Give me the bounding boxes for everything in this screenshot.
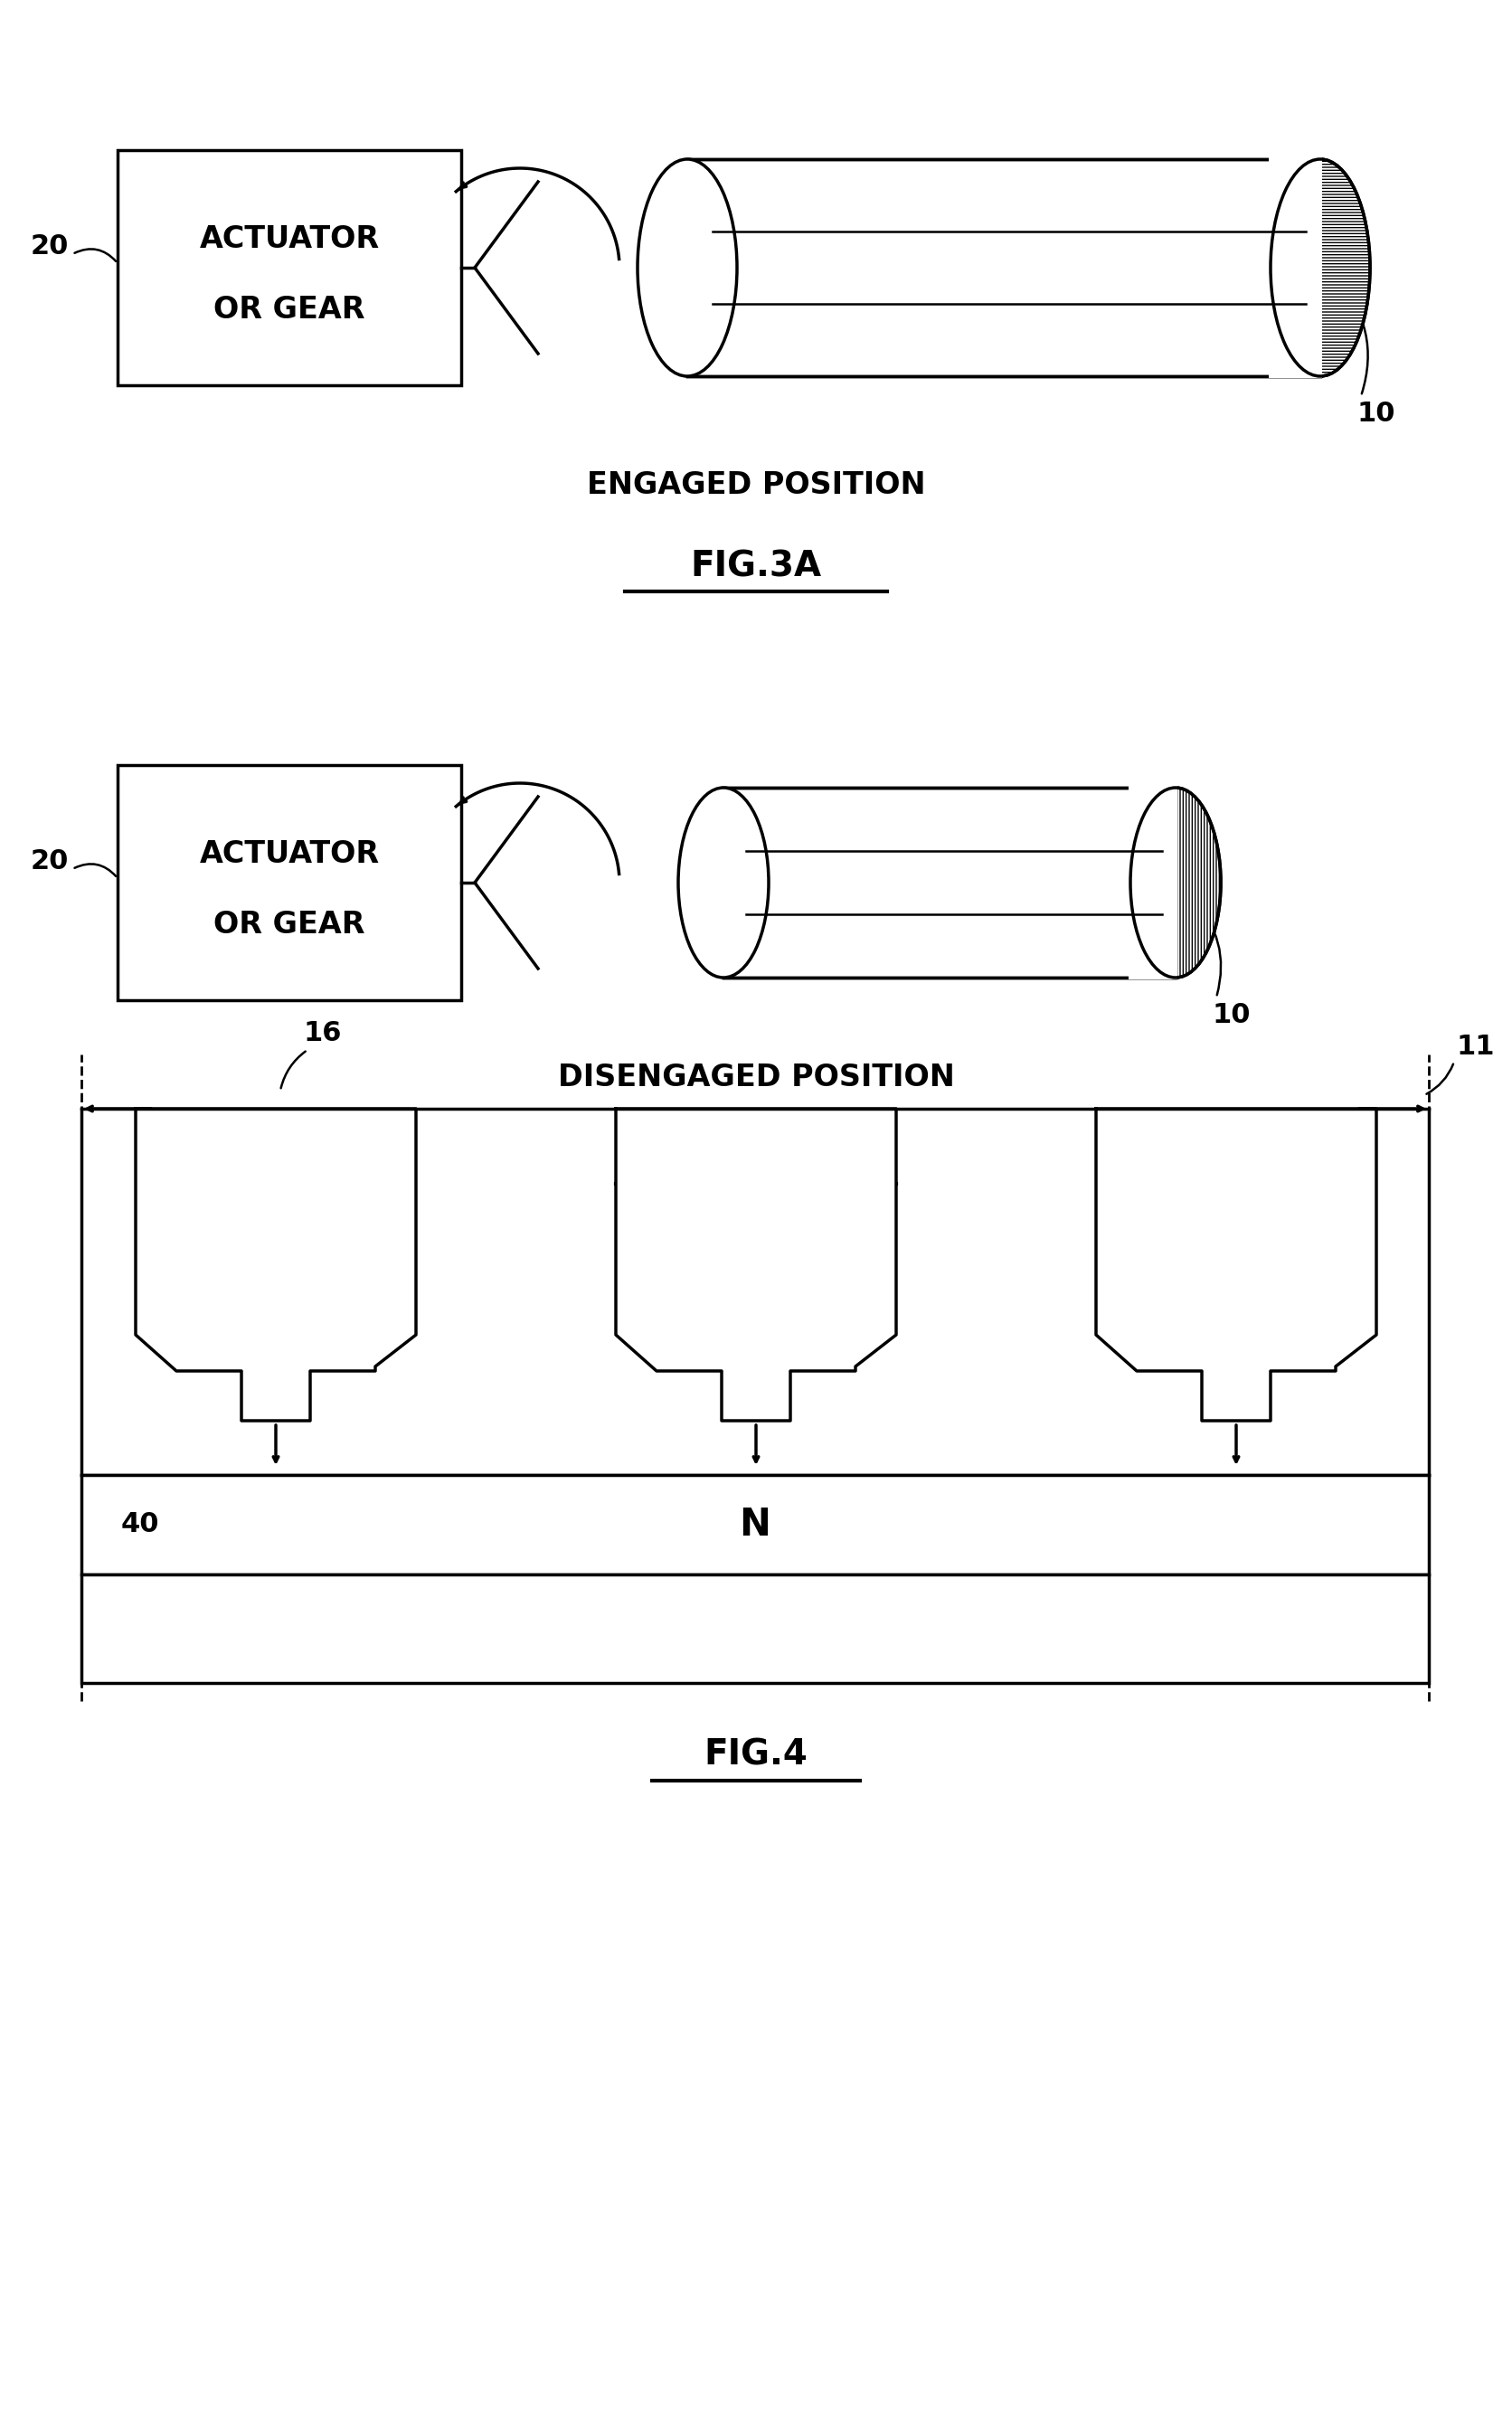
Text: 11: 11 [1456,1033,1494,1060]
Bar [82,1575,1429,1682]
Text: 20: 20 [30,849,70,874]
Polygon shape [1096,1108,1376,1421]
Bar [82,1474,1429,1575]
Text: 20: 20 [30,232,70,259]
Ellipse shape [1270,160,1370,375]
Ellipse shape [1131,786,1220,978]
Text: 10: 10 [1356,402,1396,426]
Text: DISENGAGED POSITION: DISENGAGED POSITION [558,1062,954,1091]
Text: 12: 12 [806,1314,844,1341]
Polygon shape [136,1108,416,1421]
Text: 40: 40 [121,1512,159,1537]
Text: FIG.3B: FIG.3B [691,1142,821,1176]
Text: ENGAGED POSITION: ENGAGED POSITION [587,469,925,499]
Text: 10: 10 [1211,1002,1250,1028]
Bar [688,160,1320,375]
Text: OR GEAR: OR GEAR [213,295,364,324]
Bar [1128,786,1178,980]
Polygon shape [615,1108,897,1421]
Text: 16: 16 [302,1021,342,1045]
Text: ACTUATOR: ACTUATOR [200,840,380,869]
Ellipse shape [679,786,768,978]
Bar [1269,157,1321,378]
Ellipse shape [638,160,736,375]
Text: N: N [739,1505,771,1544]
Bar [723,786,1176,978]
Bar [118,765,461,999]
Text: FIG.4: FIG.4 [705,1738,807,1771]
Bar [118,150,461,385]
Text: FIG.3A: FIG.3A [691,549,821,583]
Text: OR GEAR: OR GEAR [213,910,364,939]
Text: ACTUATOR: ACTUATOR [200,225,380,254]
